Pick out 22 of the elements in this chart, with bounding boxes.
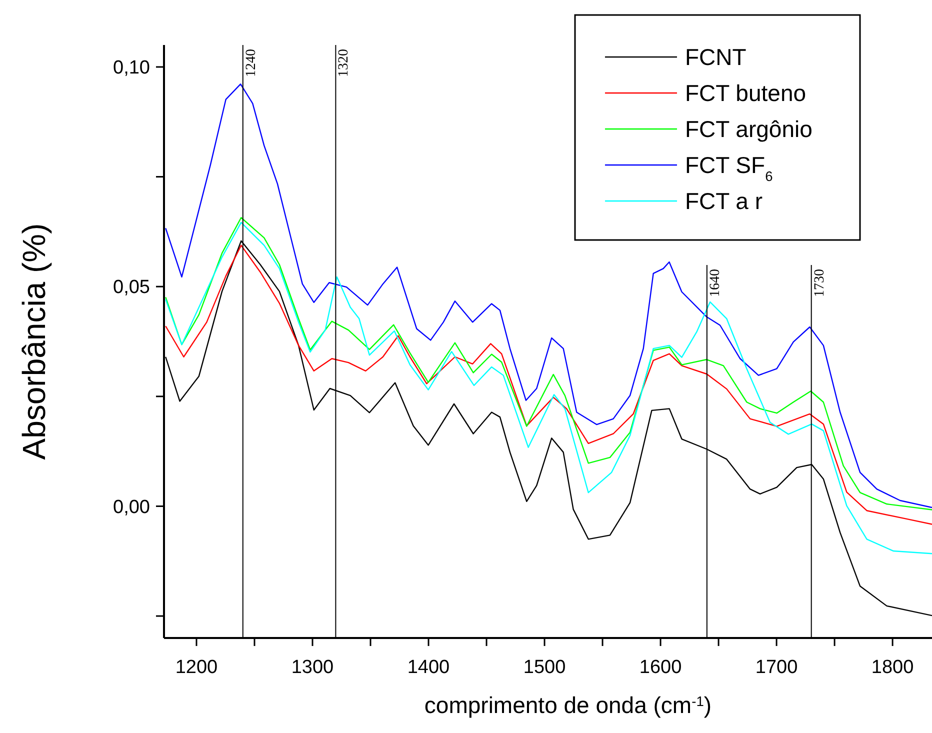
y-tick-label: 0,05 [113,277,150,298]
x-tick-label: 1200 [175,657,218,678]
ref-line-label: 1640 [708,269,723,297]
legend-label: FCT argônio [685,116,812,142]
x-tick-label: 1300 [291,657,334,678]
y-axis-title: Absorbância (%) [16,223,52,460]
legend-label: FCT buteno [685,80,806,106]
x-tick-label: 1600 [639,657,682,678]
ref-line-label: 1730 [812,269,828,297]
line-series [165,83,932,508]
legend-label: FCT a r [685,188,763,214]
ref-line-label: 1240 [244,49,259,77]
x-tick-label: 1400 [407,657,450,678]
ref-line-label: 1320 [336,49,352,77]
legend-label: FCT SF$_{6}$ [685,152,774,184]
y-tick-label: 0,00 [113,496,150,518]
x-tick-label: 1700 [755,657,798,678]
legend-label: FCNT [685,44,746,70]
y-tick-label: 0,10 [113,58,150,79]
x-axis-title: comprimento de onda (cm$^{-1}$) [424,692,712,718]
x-tick-label: 1500 [523,657,566,678]
x-tick-label: 1800 [871,657,914,678]
